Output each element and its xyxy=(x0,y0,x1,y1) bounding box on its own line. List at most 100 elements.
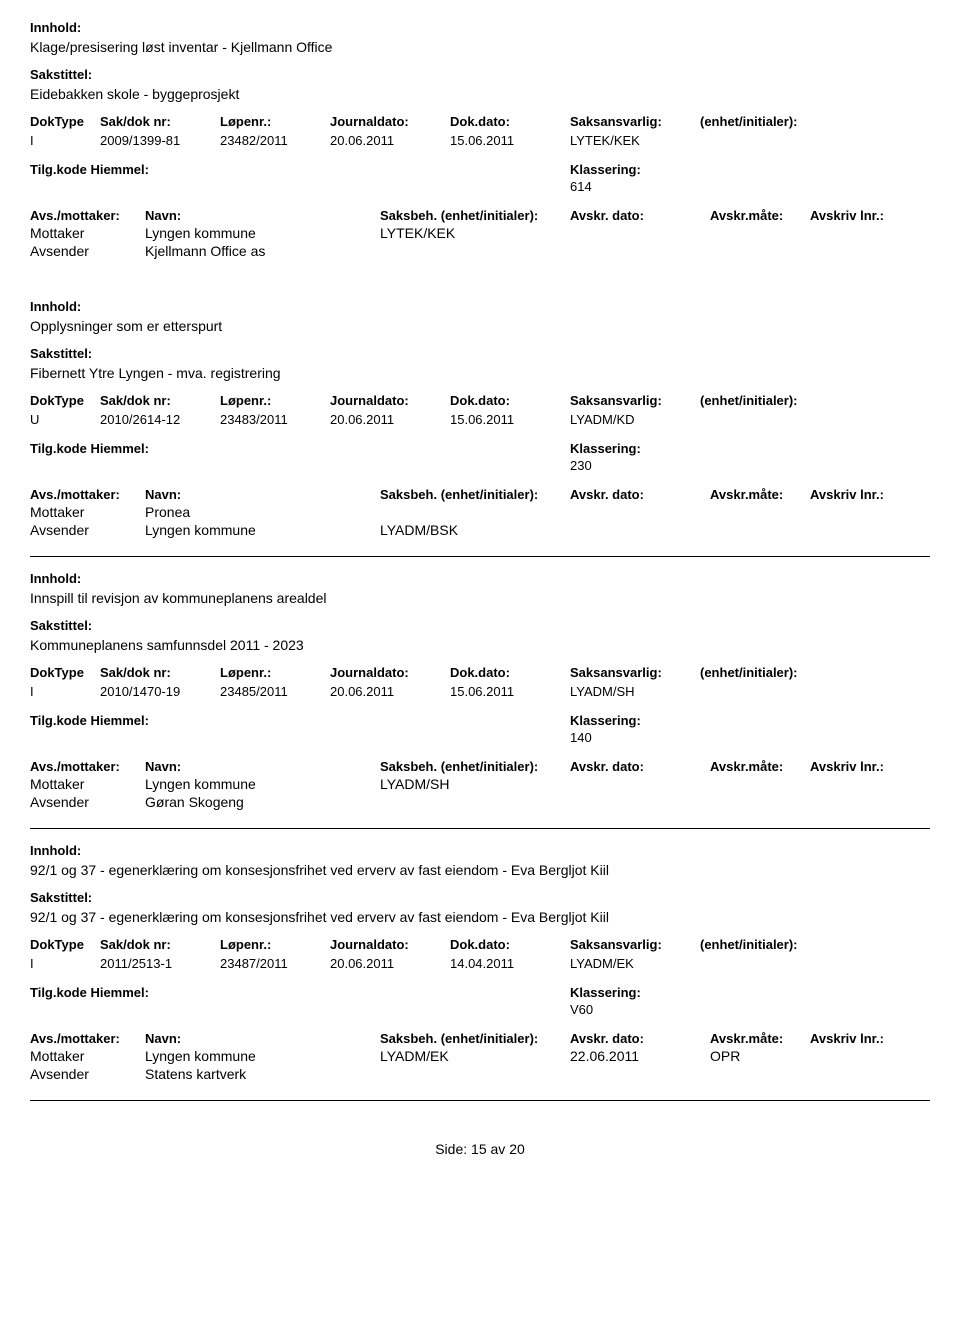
mottaker-avskr-dato: 22.06.2011 xyxy=(570,1048,710,1064)
val-doktype: I xyxy=(30,133,100,148)
party-header: Avs./mottaker: Navn: Saksbeh. (enhet/ini… xyxy=(30,1031,930,1046)
hdr-saksbeh: Saksbeh. xyxy=(380,487,437,502)
record-divider xyxy=(30,828,930,829)
column-headers: DokType Sak/dok nr: Løpenr.: Journaldato… xyxy=(30,393,930,408)
column-headers: DokType Sak/dok nr: Løpenr.: Journaldato… xyxy=(30,114,930,129)
hiemmel-label: Hiemmel: xyxy=(90,985,149,1000)
hdr-avskr-mate: Avskr.måte: xyxy=(710,759,810,774)
val-journaldato: 20.06.2011 xyxy=(330,133,450,148)
klassering-label: Klassering: xyxy=(570,162,641,177)
val-enhet xyxy=(700,956,930,971)
klassering-value: V60 xyxy=(570,1002,641,1017)
hdr-lopenr: Løpenr.: xyxy=(220,665,330,680)
journal-record: Innhold: Opplysninger som er etterspurt … xyxy=(30,299,930,538)
mottaker-avskr-mate: OPR xyxy=(710,1048,810,1064)
avsender-saksbeh xyxy=(380,1066,570,1082)
hdr-avsmottaker: Avs./mottaker: xyxy=(30,759,145,774)
sakstittel-value: Eidebakken skole - byggeprosjekt xyxy=(30,86,930,102)
journal-record: Innhold: Innspill til revisjon av kommun… xyxy=(30,571,930,810)
hdr-saknr: Sak/dok nr: xyxy=(100,937,220,952)
hdr-avskr-mate: Avskr.måte: xyxy=(710,1031,810,1046)
mottaker-saksbeh: LYTEK/KEK xyxy=(380,225,570,241)
data-row: U 2010/2614-12 23483/2011 20.06.2011 15.… xyxy=(30,412,930,427)
hdr-saksbeh-enhet: (enhet/initialer): xyxy=(441,487,539,502)
hdr-avskr-dato: Avskr. dato: xyxy=(570,208,710,223)
innhold-label: Innhold: xyxy=(30,843,930,858)
hdr-navn: Navn: xyxy=(145,759,380,774)
hdr-enhet: (enhet/initialer): xyxy=(700,665,930,680)
tilgkode-label: Tilg.kode xyxy=(30,162,87,177)
hdr-avskriv-lnr: Avskriv lnr.: xyxy=(810,1031,900,1046)
hdr-saksbeh: Saksbeh. xyxy=(380,759,437,774)
avsender-label: Avsender xyxy=(30,1066,145,1082)
innhold-label: Innhold: xyxy=(30,299,930,314)
sakstittel-value: Fibernett Ytre Lyngen - mva. registrerin… xyxy=(30,365,930,381)
mottaker-row: Mottaker Lyngen kommune LYTEK/KEK xyxy=(30,225,930,241)
column-headers: DokType Sak/dok nr: Løpenr.: Journaldato… xyxy=(30,665,930,680)
hdr-avsmottaker: Avs./mottaker: xyxy=(30,1031,145,1046)
hdr-journaldato: Journaldato: xyxy=(330,937,450,952)
val-lopenr: 23482/2011 xyxy=(220,133,330,148)
hdr-saksbeh: Saksbeh. xyxy=(380,208,437,223)
data-row: I 2009/1399-81 23482/2011 20.06.2011 15.… xyxy=(30,133,930,148)
avsender-saksbeh xyxy=(380,243,570,259)
val-saksansvarlig: LYADM/KD xyxy=(570,412,700,427)
hdr-saksbeh-enhet: (enhet/initialer): xyxy=(441,1031,539,1046)
klassering-label: Klassering: xyxy=(570,441,641,456)
data-row: I 2011/2513-1 23487/2011 20.06.2011 14.0… xyxy=(30,956,930,971)
party-header: Avs./mottaker: Navn: Saksbeh. (enhet/ini… xyxy=(30,208,930,223)
hdr-enhet: (enhet/initialer): xyxy=(700,937,930,952)
hdr-avskriv-lnr: Avskriv lnr.: xyxy=(810,208,900,223)
val-dokdato: 14.04.2011 xyxy=(450,956,570,971)
hiemmel-label: Hiemmel: xyxy=(90,441,149,456)
hdr-navn: Navn: xyxy=(145,208,380,223)
mottaker-label: Mottaker xyxy=(30,1048,145,1064)
val-journaldato: 20.06.2011 xyxy=(330,956,450,971)
val-doktype: I xyxy=(30,956,100,971)
avsender-navn: Lyngen kommune xyxy=(145,522,380,538)
hdr-lopenr: Løpenr.: xyxy=(220,114,330,129)
hdr-doktype: DokType xyxy=(30,937,100,952)
record-divider xyxy=(30,1100,930,1101)
avsender-label: Avsender xyxy=(30,243,145,259)
hdr-dokdato: Dok.dato: xyxy=(450,114,570,129)
mottaker-navn: Lyngen kommune xyxy=(145,225,380,241)
avsender-label: Avsender xyxy=(30,522,145,538)
val-saknr: 2010/1470-19 xyxy=(100,684,220,699)
mottaker-avskriv-lnr xyxy=(810,225,900,241)
hdr-saksansvarlig: Saksansvarlig: xyxy=(570,937,700,952)
mottaker-label: Mottaker xyxy=(30,225,145,241)
val-enhet xyxy=(700,133,930,148)
journal-record: Innhold: 92/1 og 37 - egenerklæring om k… xyxy=(30,843,930,1082)
mottaker-avskriv-lnr xyxy=(810,776,900,792)
hdr-avskr-dato: Avskr. dato: xyxy=(570,759,710,774)
hdr-saksansvarlig: Saksansvarlig: xyxy=(570,665,700,680)
mottaker-label: Mottaker xyxy=(30,776,145,792)
klassering-value: 140 xyxy=(570,730,641,745)
tilgkode-label: Tilg.kode xyxy=(30,985,87,1000)
hdr-avsmottaker: Avs./mottaker: xyxy=(30,487,145,502)
innhold-value: Klage/presisering løst inventar - Kjellm… xyxy=(30,39,930,55)
mottaker-avskr-dato xyxy=(570,776,710,792)
val-saknr: 2011/2513-1 xyxy=(100,956,220,971)
hdr-doktype: DokType xyxy=(30,114,100,129)
hdr-saksbeh-enhet: (enhet/initialer): xyxy=(441,759,539,774)
klassering-label: Klassering: xyxy=(570,713,641,728)
hdr-navn: Navn: xyxy=(145,1031,380,1046)
mottaker-saksbeh xyxy=(380,504,570,520)
hdr-saknr: Sak/dok nr: xyxy=(100,665,220,680)
hdr-saksbeh-enhet: (enhet/initialer): xyxy=(441,208,539,223)
mottaker-saksbeh: LYADM/EK xyxy=(380,1048,570,1064)
klassering-value: 230 xyxy=(570,458,641,473)
innhold-value: Innspill til revisjon av kommuneplanens … xyxy=(30,590,930,606)
val-saksansvarlig: LYADM/SH xyxy=(570,684,700,699)
hdr-avskr-mate: Avskr.måte: xyxy=(710,487,810,502)
hdr-dokdato: Dok.dato: xyxy=(450,393,570,408)
mottaker-row: Mottaker Pronea xyxy=(30,504,930,520)
val-lopenr: 23485/2011 xyxy=(220,684,330,699)
avsender-row: Avsender Statens kartverk xyxy=(30,1066,930,1082)
val-dokdato: 15.06.2011 xyxy=(450,412,570,427)
hdr-avskriv-lnr: Avskriv lnr.: xyxy=(810,487,900,502)
hdr-doktype: DokType xyxy=(30,665,100,680)
mottaker-avskr-mate xyxy=(710,504,810,520)
